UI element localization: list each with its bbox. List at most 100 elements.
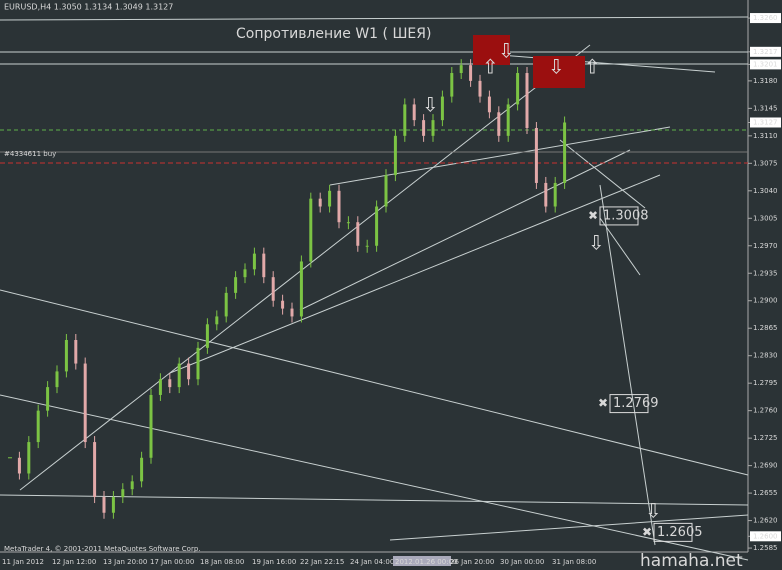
y-tick-label: 1.2970 [753,242,778,250]
candle [459,65,463,74]
target-label: 1.2605 [657,525,703,540]
x-tick-label: 2012.01.26 00:00 [395,558,457,566]
x-tick-label: 17 Jan 00:00 [150,558,194,566]
y-tick-label: 1.2585 [753,544,778,552]
candle [234,277,238,293]
svg-text:⇩: ⇩ [498,39,515,63]
candle [516,73,520,105]
candle [412,104,416,121]
candle [102,497,106,513]
candle [497,112,501,136]
candle [262,253,266,278]
candle [149,394,153,458]
target-box [653,522,693,542]
x-tick-label: 12 Jan 12:00 [52,558,96,566]
y-tick-label: 1.3145 [753,104,778,112]
y-tick-label: 1.3127 [753,118,778,126]
x-tick-label: 24 Jan 04:00 [350,558,394,566]
price-box [750,13,781,24]
price-box [750,46,781,57]
x-tick-label: 26 Jan 20:00 [450,558,494,566]
candle [309,198,313,262]
svg-text:⇩: ⇩ [645,499,662,523]
candle [74,339,78,364]
candle [393,135,397,176]
candle [534,127,538,183]
y-tick-label: 1.2725 [753,434,778,442]
y-tick-label: 1.3005 [753,214,778,222]
candle [299,261,303,317]
candle [403,104,407,136]
target-label: 1.2769 [613,396,659,411]
candle [469,65,473,81]
candle [328,190,332,207]
x-tick-label: 30 Jan 00:00 [500,558,544,566]
y-tick-label: 1.3075 [753,159,778,167]
y-tick-label: 1.3110 [753,132,778,140]
target-box [599,206,639,226]
y-tick-label: 1.3040 [753,187,778,195]
y-tick-label: 1.2690 [753,462,778,470]
candle [384,175,388,207]
order-label: #4334611 buy [4,150,56,158]
resistance-zone [533,56,585,88]
svg-text:⇩: ⇩ [588,231,605,255]
candle [121,489,125,498]
candle [27,442,31,474]
candle [130,481,134,490]
candle [356,222,360,246]
y-tick-label: 1.3260 [753,14,778,22]
candle [422,120,426,136]
candle [36,410,40,443]
arrows: ⇩⇧⇩ ⇩ ⇧⇩ ⇩ [422,39,662,523]
candle [440,96,444,121]
target-box [609,394,649,414]
y-tick-label: 1.2795 [753,379,778,387]
candle [252,253,256,270]
candle [111,497,115,513]
candle [224,292,228,317]
candle [158,379,162,395]
candle [281,300,285,309]
candle [64,339,68,372]
candle [544,182,548,207]
y-tick-label: 1.2865 [753,324,778,332]
price-box [750,117,781,128]
y-tick-label: 1.2600 [753,532,778,540]
candle [46,387,50,411]
candle [487,96,491,113]
candle [196,347,200,380]
svg-text:⇩: ⇩ [548,55,565,79]
chart-title: Сопротивление W1 ( ШЕЯ) [236,26,431,42]
header: EURUSD,H4 1.3050 1.3134 1.3049 1.3127 [4,3,173,12]
y-tick-label: 1.2900 [753,297,778,305]
candle [431,120,435,136]
candle [168,379,172,388]
candle [375,206,379,246]
candle [478,80,482,97]
candle [83,363,87,443]
svg-text:⇧: ⇧ [482,55,499,79]
candle [187,363,191,380]
svg-text:⇩: ⇩ [422,93,439,117]
x-tick-label: 11 Jan 2012 [2,558,44,566]
candle [177,363,181,388]
y-tick-label: 1.3180 [753,77,778,85]
target-label: 1.3008 [603,208,649,223]
candle [93,442,97,498]
y-tick-label: 1.3217 [753,48,778,56]
x-tick-label: 18 Jan 08:00 [200,558,244,566]
candle [337,190,341,223]
candle [318,198,322,207]
y-tick-label: 1.2935 [753,269,778,277]
trend-lines [0,16,749,561]
candle [563,122,567,183]
candle [55,371,59,388]
y-tick-label: 1.2620 [753,517,778,525]
candle [506,104,510,136]
x-tick-label: 13 Jan 20:00 [103,558,147,566]
x-tick-label: 19 Jan 16:00 [252,558,296,566]
